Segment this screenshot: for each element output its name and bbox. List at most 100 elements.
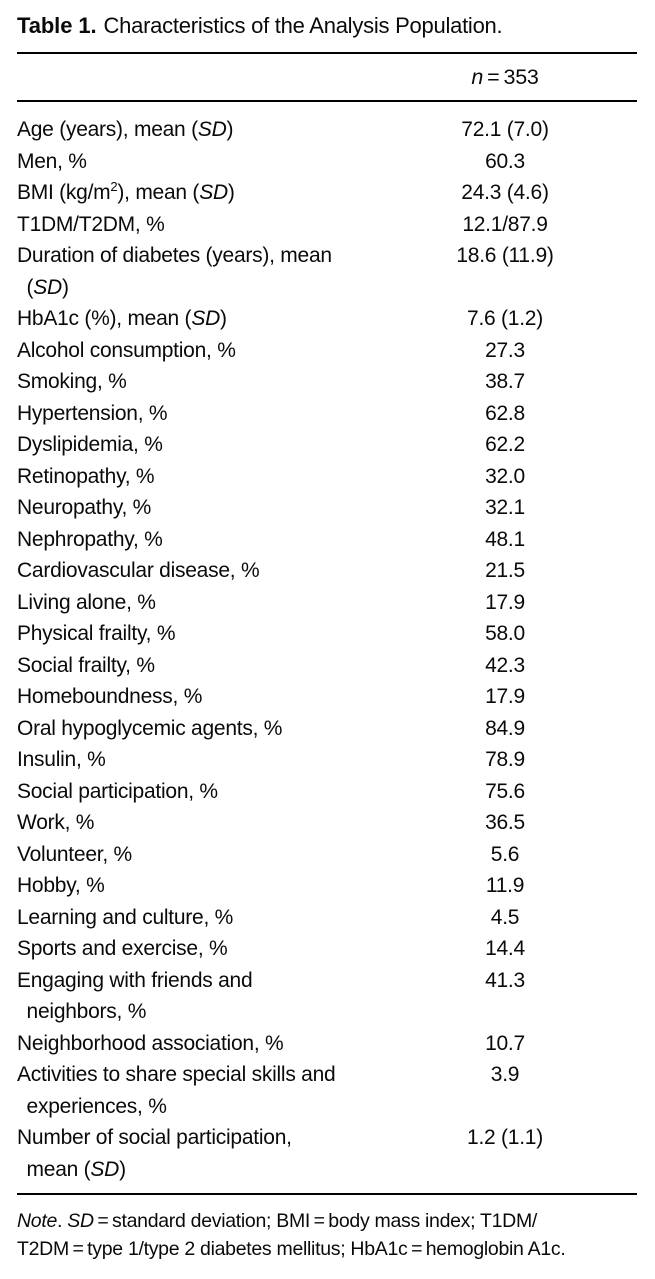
row-label: Learning and culture, % [17, 905, 234, 929]
bottom-rule [17, 1193, 637, 1195]
row-value: 24.3 (4.6) [461, 181, 549, 204]
row-label: Hypertension, % [17, 401, 168, 425]
table-row: Nephropathy, % 48.1 [17, 524, 637, 556]
table-row: Retinopathy, % 32.0 [17, 461, 637, 493]
table-row: Smoking, % 38.7 [17, 366, 637, 398]
row-label: Cardiovascular disease, % [17, 559, 260, 582]
row-value: 32.0 [485, 464, 525, 488]
row-value: 62.8 [485, 401, 525, 425]
row-label: Number of social participation, mean (SD… [17, 1126, 292, 1181]
row-value: 18.6 (11.9) [456, 244, 554, 267]
table-row: HbA1c (%), mean (SD) 7.6 (1.2) [17, 303, 637, 335]
table-row: Age (years), mean (SD) 72.1 (7.0) [17, 114, 637, 146]
row-label: BMI (kg/m2), mean (SD) [17, 179, 235, 204]
row-label: Living alone, % [17, 590, 156, 614]
table-row: Cardiovascular disease, % 21.5 [17, 555, 637, 587]
table-row: Hypertension, % 62.8 [17, 398, 637, 430]
row-value: 21.5 [485, 559, 525, 582]
row-value: 5.6 [490, 842, 520, 866]
sample-size-header: n = 353 [471, 65, 539, 89]
row-value: 1.2 (1.1) [467, 1126, 543, 1149]
row-label: Retinopathy, % [17, 464, 155, 488]
row-label: Activities to share special skills and e… [17, 1063, 336, 1118]
table-header-row: n = 353 [17, 54, 637, 100]
row-value: 14.4 [485, 937, 525, 960]
row-value: 32.1 [485, 496, 525, 519]
table-row: Neuropathy, % 32.1 [17, 492, 637, 524]
row-value: 84.9 [485, 716, 525, 740]
row-value: 75.6 [485, 779, 525, 803]
row-value: 17.9 [485, 590, 525, 614]
table-row: Hobby, % 11.9 [17, 870, 637, 902]
table-number: Table 1. [17, 13, 97, 38]
row-value: 11.9 [485, 874, 525, 897]
row-label: HbA1c (%), mean (SD) [17, 307, 227, 330]
row-label: Volunteer, % [17, 842, 132, 866]
top-rule [17, 52, 637, 54]
table-row: Duration of diabetes (years), mean (SD) … [17, 240, 637, 303]
row-value: 17.9 [485, 685, 525, 708]
row-value: 38.7 [485, 370, 525, 393]
row-value: 4.5 [490, 905, 520, 929]
row-label: Hobby, % [17, 874, 105, 897]
table-row: Activities to share special skills and e… [17, 1059, 637, 1122]
row-label: Age (years), mean (SD) [17, 118, 234, 141]
row-value: 48.1 [485, 527, 525, 551]
table-row: Men, % 60.3 [17, 146, 637, 178]
table-row: Living alone, % 17.9 [17, 587, 637, 619]
row-label: Smoking, % [17, 370, 127, 393]
table-body: Age (years), mean (SD) 72.1 (7.0) Men, %… [17, 102, 637, 1193]
row-label: Social participation, % [17, 779, 218, 803]
table-row: Neighborhood association, % 10.7 [17, 1028, 637, 1060]
row-label: Duration of diabetes (years), mean (SD) [17, 244, 332, 299]
row-label: Social frailty, % [17, 653, 155, 677]
row-value: 3.9 [490, 1063, 520, 1086]
row-label: Engaging with friends and neighbors, % [17, 968, 253, 1024]
row-label: Neuropathy, % [17, 496, 152, 519]
row-value: 42.3 [485, 653, 525, 677]
row-label: Dyslipidemia, % [17, 433, 163, 456]
table-note: Note. SD = standard deviation; BMI = bod… [17, 1210, 566, 1260]
row-label: Homeboundness, % [17, 685, 203, 708]
table-row: Engaging with friends and neighbors, % 4… [17, 965, 637, 1028]
row-value: 27.3 [485, 338, 525, 362]
row-label: Insulin, % [17, 748, 106, 771]
row-label: Work, % [17, 811, 95, 834]
row-label: Physical frailty, % [17, 622, 176, 645]
row-label: Oral hypoglycemic agents, % [17, 716, 283, 740]
table-row: Dyslipidemia, % 62.2 [17, 429, 637, 461]
row-label: T1DM/T2DM, % [17, 212, 165, 236]
row-value: 12.1/87.9 [462, 212, 548, 236]
table-row: Insulin, % 78.9 [17, 744, 637, 776]
table-row: Alcohol consumption, % 27.3 [17, 335, 637, 367]
row-value: 72.1 (7.0) [461, 118, 549, 141]
table-row: Volunteer, % 5.6 [17, 839, 637, 871]
table-row: Social frailty, % 42.3 [17, 650, 637, 682]
table-row: Sports and exercise, % 14.4 [17, 933, 637, 965]
row-label: Alcohol consumption, % [17, 338, 236, 362]
row-label: Sports and exercise, % [17, 937, 228, 960]
row-value: 60.3 [485, 149, 525, 173]
row-value: 62.2 [485, 433, 525, 456]
table-row: BMI (kg/m2), mean (SD) 24.3 (4.6) [17, 177, 637, 209]
table-title: Table 1. Characteristics of the Analysis … [17, 12, 637, 39]
table-row: Homeboundness, % 17.9 [17, 681, 637, 713]
table-row: Social participation, % 75.6 [17, 776, 637, 808]
table-row: Learning and culture, % 4.5 [17, 902, 637, 934]
row-value: 7.6 (1.2) [467, 307, 543, 330]
table-row: Work, % 36.5 [17, 807, 637, 839]
header-rule [17, 100, 637, 102]
row-value: 58.0 [485, 622, 525, 645]
row-value: 36.5 [485, 811, 525, 834]
table-caption: Characteristics of the Analysis Populati… [103, 13, 503, 38]
row-label: Men, % [17, 149, 87, 173]
row-label: Nephropathy, % [17, 527, 163, 551]
row-value: 78.9 [485, 748, 525, 771]
row-value: 10.7 [485, 1031, 525, 1055]
table-row: Oral hypoglycemic agents, % 84.9 [17, 713, 637, 745]
row-label: Neighborhood association, % [17, 1031, 284, 1055]
table-row: Physical frailty, % 58.0 [17, 618, 637, 650]
table-row: T1DM/T2DM, % 12.1/87.9 [17, 209, 637, 241]
table-row: Number of social participation, mean (SD… [17, 1122, 637, 1185]
